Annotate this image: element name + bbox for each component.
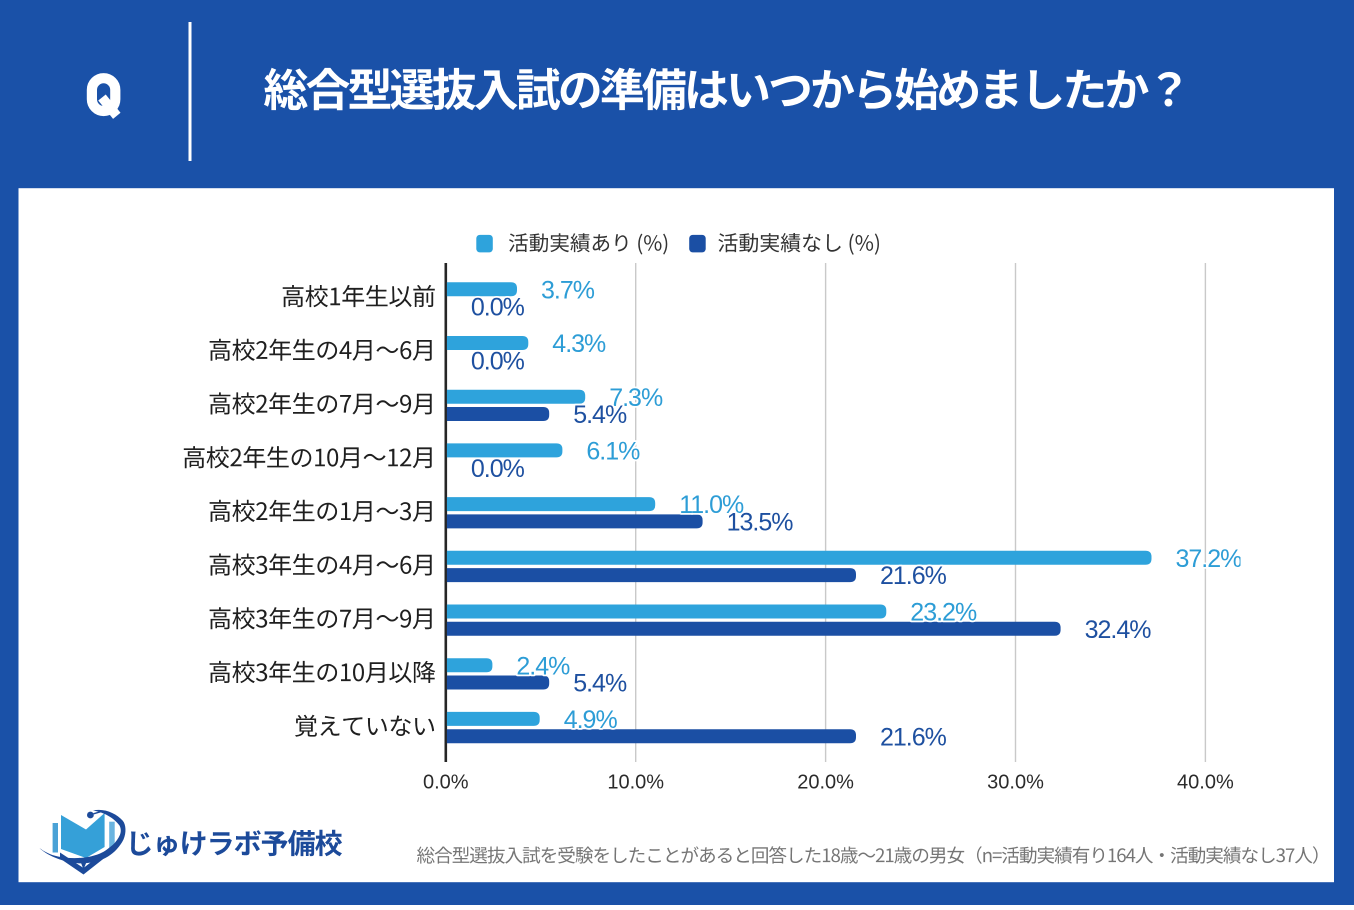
svg-text:20.0%: 20.0% — [797, 772, 854, 794]
svg-text:10.0%: 10.0% — [607, 772, 664, 794]
svg-text:40.0%: 40.0% — [1177, 772, 1234, 794]
svg-text:5.4%: 5.4% — [573, 401, 627, 429]
svg-text:21.6%: 21.6% — [880, 562, 947, 590]
svg-text:0.0%: 0.0% — [423, 772, 469, 794]
svg-text:3.7%: 3.7% — [541, 276, 595, 304]
svg-text:0.0%: 0.0% — [471, 347, 525, 375]
svg-text:4.3%: 4.3% — [552, 330, 606, 358]
svg-text:13.5%: 13.5% — [727, 509, 794, 537]
svg-text:0.0%: 0.0% — [471, 455, 525, 483]
svg-text:5.4%: 5.4% — [573, 670, 627, 698]
svg-text:0.0%: 0.0% — [471, 294, 525, 322]
svg-text:23.2%: 23.2% — [910, 599, 977, 627]
svg-text:32.4%: 32.4% — [1085, 616, 1152, 644]
svg-text:21.6%: 21.6% — [880, 723, 947, 751]
svg-text:30.0%: 30.0% — [987, 772, 1044, 794]
svg-text:37.2%: 37.2% — [1176, 545, 1243, 573]
svg-text:6.1%: 6.1% — [586, 438, 640, 466]
svg-text:2.4%: 2.4% — [516, 652, 570, 680]
svg-text:4.9%: 4.9% — [564, 706, 618, 734]
svg-text:11.0%: 11.0% — [679, 491, 744, 519]
svg-text:7.3%: 7.3% — [609, 384, 663, 412]
